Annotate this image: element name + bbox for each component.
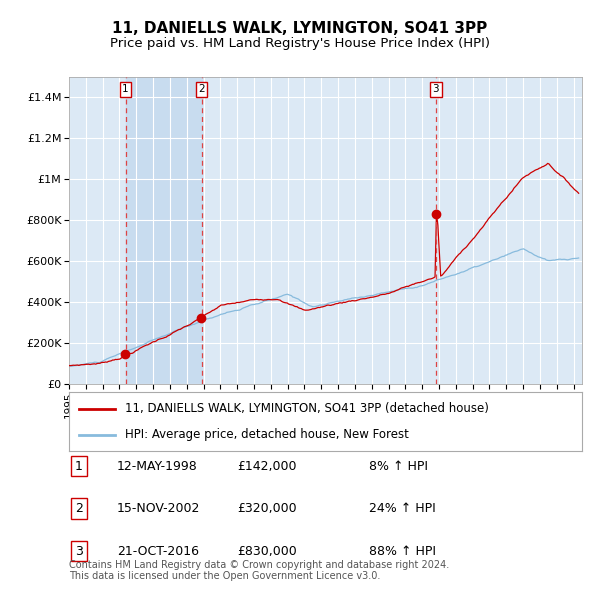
Text: 21-OCT-2016: 21-OCT-2016: [117, 545, 199, 558]
Text: 11, DANIELLS WALK, LYMINGTON, SO41 3PP (detached house): 11, DANIELLS WALK, LYMINGTON, SO41 3PP (…: [125, 402, 490, 415]
Text: 3: 3: [433, 84, 439, 94]
Text: 3: 3: [75, 545, 83, 558]
Text: 24% ↑ HPI: 24% ↑ HPI: [369, 502, 436, 515]
Bar: [125, 77, 202, 384]
Text: HPI: Average price, detached house, New Forest: HPI: Average price, detached house, New …: [125, 428, 409, 441]
Text: 12-MAY-1998: 12-MAY-1998: [117, 460, 198, 473]
Text: £320,000: £320,000: [237, 502, 296, 515]
Text: 1: 1: [122, 84, 129, 94]
Text: 1: 1: [75, 460, 83, 473]
Text: £830,000: £830,000: [237, 545, 297, 558]
Text: Price paid vs. HM Land Registry's House Price Index (HPI): Price paid vs. HM Land Registry's House …: [110, 37, 490, 50]
Text: £142,000: £142,000: [237, 460, 296, 473]
Text: Contains HM Land Registry data © Crown copyright and database right 2024.
This d: Contains HM Land Registry data © Crown c…: [69, 559, 449, 581]
Text: 2: 2: [75, 502, 83, 515]
Text: 8% ↑ HPI: 8% ↑ HPI: [369, 460, 428, 473]
Text: 15-NOV-2002: 15-NOV-2002: [117, 502, 200, 515]
Text: 11, DANIELLS WALK, LYMINGTON, SO41 3PP: 11, DANIELLS WALK, LYMINGTON, SO41 3PP: [112, 21, 488, 35]
Text: 2: 2: [198, 84, 205, 94]
Text: 88% ↑ HPI: 88% ↑ HPI: [369, 545, 436, 558]
